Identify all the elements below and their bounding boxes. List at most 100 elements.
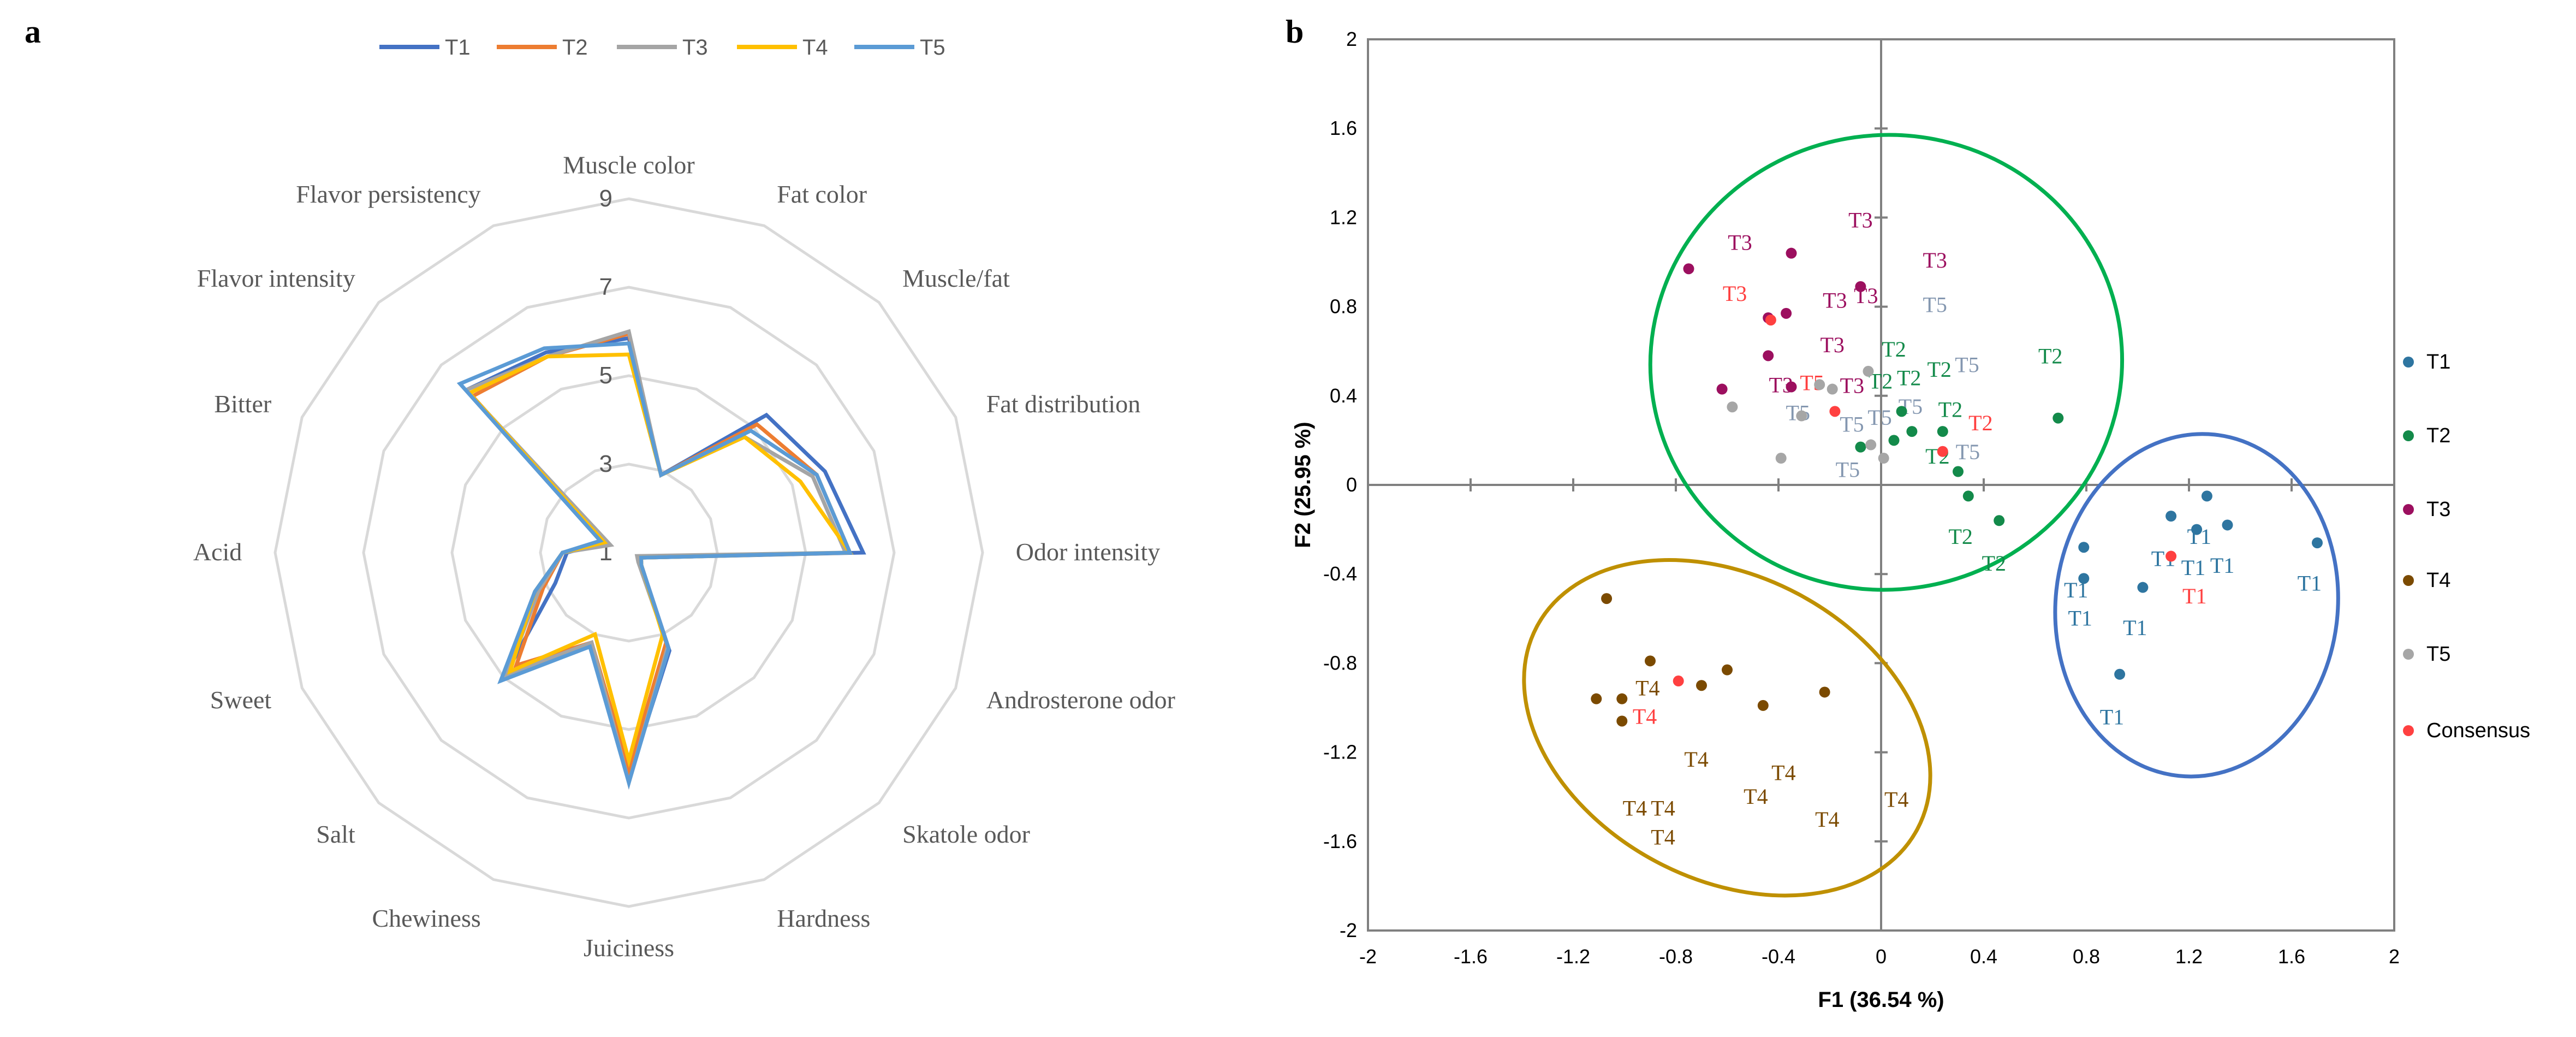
point-label-T1: T1: [2210, 553, 2234, 578]
y-tick-label: 0: [1346, 473, 1357, 496]
point-label-T1: T1: [2068, 606, 2092, 630]
legend-label: T3: [2426, 498, 2450, 521]
point-label-T3: T3: [1820, 333, 1844, 357]
y-tick-label: 2: [1346, 28, 1357, 50]
pca-scatter-chart: -2 -1.6 -1.2 -0.8 -0.4 0 0.4 0.8 1.2 1.6 2 2 1.6 1.2 0…: [1291, 28, 2530, 1012]
point-label-T3: T3: [1848, 208, 1872, 232]
point-label-T5: T5: [1923, 293, 1947, 317]
x-tick-label: 1.2: [2175, 945, 2203, 968]
point-label-T1: T1: [2123, 615, 2147, 640]
point-label-T5: T5: [1840, 412, 1864, 437]
panel-label-a: a: [25, 14, 41, 50]
x-tick-label: 0.8: [2073, 945, 2100, 968]
data-point-T3: [1855, 281, 1866, 292]
radar-grid-ring: [539, 463, 719, 643]
point-label-T1: T1: [2100, 704, 2124, 729]
radar-category-label: Fat color: [777, 180, 867, 208]
data-point-T4: [1696, 680, 1707, 691]
legend-label: T4: [802, 35, 828, 60]
cluster-ellipse: [1522, 558, 1932, 898]
data-point-T4: [1757, 700, 1769, 711]
point-label-T1: T1: [2181, 555, 2205, 580]
point-label-T5: T5: [1836, 457, 1860, 482]
data-point-T1: [2201, 490, 2212, 502]
data-point-Consensus: [1829, 406, 1841, 417]
radar-category-label: Salt: [316, 820, 355, 848]
radar-tick-label: 3: [599, 451, 612, 477]
y-tick-label: -1.2: [1323, 741, 1357, 763]
x-tick-label: 0: [1876, 945, 1887, 968]
consensus-point-label: T2: [1968, 411, 1992, 435]
data-point-T4: [1819, 686, 1830, 698]
data-point-T5: [1827, 383, 1838, 395]
x-tick-label: 2: [2389, 945, 2400, 968]
data-point-T1: [2222, 519, 2233, 531]
point-label-T2: T2: [1897, 365, 1921, 390]
y-tick-label: -1.6: [1323, 830, 1357, 852]
consensus-point-label: T4: [1633, 704, 1657, 728]
data-point-T5: [1814, 379, 1825, 390]
point-label-T1: T1: [2298, 571, 2322, 596]
point-label-T5: T5: [1956, 440, 1980, 464]
data-point-T5: [1865, 439, 1877, 451]
data-point-T5: [1727, 401, 1738, 413]
x-tick-label: -2: [1359, 945, 1377, 968]
legend-marker-Consensus: [2403, 725, 2414, 736]
x-tick-label: -1.6: [1454, 945, 1488, 968]
data-point-T3: [1781, 307, 1792, 319]
point-label-T2: T2: [1938, 397, 1962, 422]
data-point-T5: [1796, 410, 1807, 422]
x-tick-label: -0.4: [1762, 945, 1795, 968]
legend-label: T4: [2426, 569, 2450, 592]
cluster-ellipse: [2053, 432, 2340, 779]
data-point-T2: [1937, 426, 1948, 437]
radar-category-label: Bitter: [214, 390, 271, 418]
legend-marker-T1: [2403, 357, 2414, 368]
radar-category-label: Skatole odor: [902, 820, 1030, 848]
legend-label: T1: [445, 35, 471, 60]
legend-marker-T2: [2403, 430, 2414, 441]
data-point-T3: [1763, 350, 1774, 362]
data-point-T2: [1896, 406, 1907, 417]
point-label-T2: T2: [1982, 551, 2006, 576]
point-label-T4: T4: [1651, 825, 1675, 850]
data-point-T2: [1906, 426, 1918, 437]
data-point-T1: [2137, 582, 2149, 593]
point-label-T5: T5: [1867, 405, 1891, 430]
x-tick-label: -0.8: [1659, 945, 1693, 968]
legend-label: T3: [682, 35, 708, 60]
legend-marker-T4: [2403, 575, 2414, 586]
y-tick-label: 1.2: [1330, 206, 1357, 228]
consensus-point-label: T3: [1723, 281, 1747, 306]
data-point-T2: [1855, 441, 1866, 453]
y-tick-label: -0.8: [1323, 651, 1357, 674]
legend-label: T2: [2426, 424, 2450, 447]
y-axis-title: F2 (25.95 %): [1291, 422, 1315, 548]
data-point-T1: [2078, 573, 2090, 584]
radar-category-label: Acid: [193, 538, 242, 566]
data-point-T1: [2312, 537, 2323, 549]
data-point-T2: [1994, 515, 2005, 526]
data-point-T2: [2053, 412, 2064, 424]
cluster-ellipse: [1648, 133, 2124, 592]
data-point-T3: [1716, 383, 1728, 395]
data-point-T5: [1863, 365, 1874, 377]
radar-category-label: Juiciness: [584, 934, 674, 962]
radar-category-label: Flavor intensity: [197, 264, 355, 292]
data-point-T1: [2165, 511, 2177, 522]
radar-series-T2: [469, 331, 853, 777]
x-axis-title: F1 (36.54 %): [1818, 988, 1944, 1012]
x-tick-label: 1.6: [2278, 945, 2305, 968]
radar-series-T5: [456, 341, 853, 790]
legend-label: T5: [920, 35, 945, 60]
data-point-T4: [1616, 693, 1628, 704]
radar-category-label: Androsterone odor: [986, 686, 1175, 714]
data-point-T3: [1786, 247, 1797, 259]
data-point-T4: [1591, 693, 1602, 704]
point-label-T4: T4: [1744, 784, 1768, 809]
consensus-point-label: T1: [2182, 584, 2206, 608]
y-tick-label: -0.4: [1323, 562, 1357, 585]
radar-grid-ring: [273, 197, 984, 908]
